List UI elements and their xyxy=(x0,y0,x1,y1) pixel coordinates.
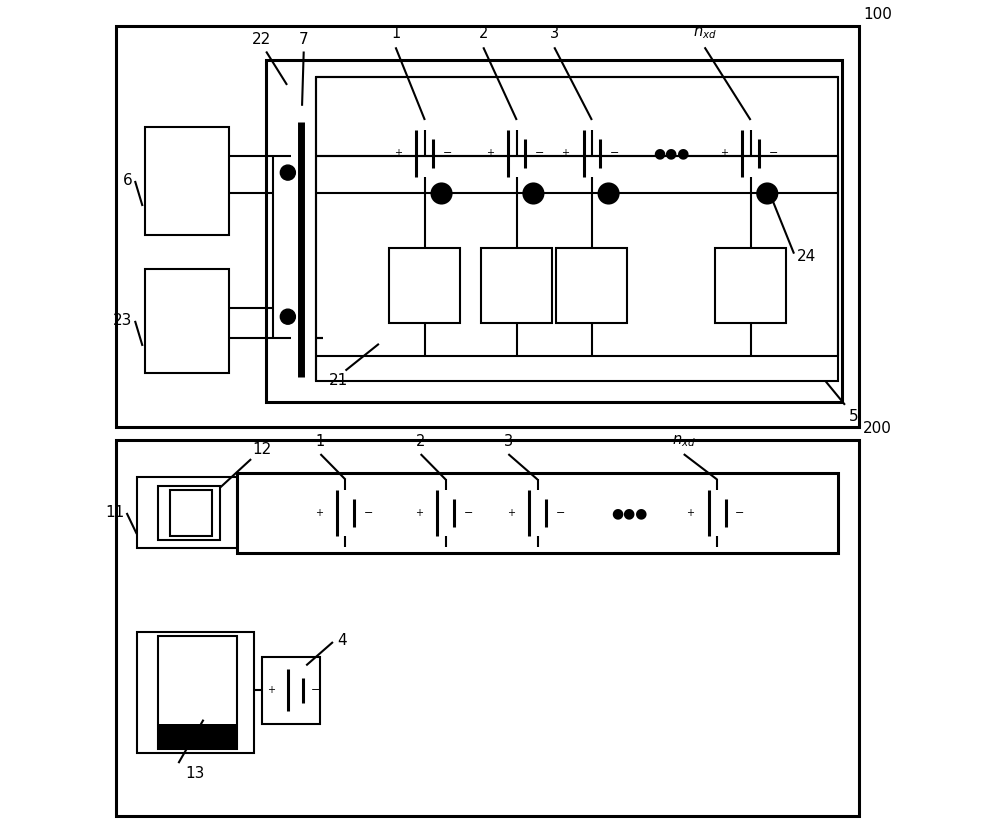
Bar xyxy=(266,59,842,402)
Text: 200: 200 xyxy=(863,421,892,436)
Text: +: + xyxy=(394,148,402,158)
Text: +: + xyxy=(315,508,323,518)
Text: 6: 6 xyxy=(123,173,133,189)
Text: 5: 5 xyxy=(849,409,859,424)
Text: 11: 11 xyxy=(105,505,124,520)
Text: −: − xyxy=(363,508,373,518)
Text: +: + xyxy=(507,508,515,518)
Text: 21: 21 xyxy=(329,373,348,388)
Bar xyxy=(556,248,627,323)
Text: ●●●: ●●● xyxy=(611,506,648,520)
Circle shape xyxy=(432,184,452,204)
Bar xyxy=(145,127,229,235)
Text: −: − xyxy=(535,148,544,158)
Text: −: − xyxy=(768,148,778,158)
Text: +: + xyxy=(686,508,694,518)
Text: 2: 2 xyxy=(416,434,425,449)
Bar xyxy=(158,636,237,749)
Text: +: + xyxy=(720,148,728,158)
Bar xyxy=(262,657,320,724)
Text: −: − xyxy=(610,148,619,158)
Text: −: − xyxy=(464,508,473,518)
Text: 100: 100 xyxy=(863,8,892,23)
Circle shape xyxy=(280,309,295,324)
Text: 2: 2 xyxy=(479,26,488,41)
Text: $n_{xd}$: $n_{xd}$ xyxy=(693,25,717,41)
Text: −: − xyxy=(311,685,320,696)
Circle shape xyxy=(599,184,619,204)
Bar xyxy=(116,27,859,427)
Bar xyxy=(158,486,220,541)
Text: 3: 3 xyxy=(504,434,513,449)
Text: 1: 1 xyxy=(316,434,325,449)
Text: +: + xyxy=(486,148,494,158)
Text: 4: 4 xyxy=(337,633,347,648)
Bar xyxy=(237,473,838,552)
Bar xyxy=(137,632,254,753)
Bar xyxy=(170,490,212,536)
Bar xyxy=(389,248,460,323)
Bar xyxy=(116,440,859,815)
Text: 13: 13 xyxy=(185,766,205,781)
Text: −: − xyxy=(735,508,744,518)
Text: 7: 7 xyxy=(299,33,309,47)
Bar xyxy=(158,724,237,749)
Text: −: − xyxy=(555,508,565,518)
Circle shape xyxy=(757,184,777,204)
Text: −: − xyxy=(443,148,452,158)
Bar xyxy=(481,248,552,323)
Text: $n_{xd}$: $n_{xd}$ xyxy=(672,433,696,449)
Bar xyxy=(137,478,237,548)
Text: 22: 22 xyxy=(252,33,272,47)
Circle shape xyxy=(280,165,295,180)
Text: 24: 24 xyxy=(797,249,816,264)
Text: ●●●: ●●● xyxy=(653,147,689,160)
Text: 12: 12 xyxy=(252,442,272,457)
Bar xyxy=(145,269,229,373)
Text: 3: 3 xyxy=(550,26,559,41)
Bar xyxy=(715,248,786,323)
Text: +: + xyxy=(561,148,569,158)
Text: 23: 23 xyxy=(113,313,133,328)
Text: +: + xyxy=(415,508,423,518)
Text: +: + xyxy=(267,685,275,696)
Bar xyxy=(316,76,838,381)
Text: 1: 1 xyxy=(391,26,400,41)
Circle shape xyxy=(523,184,543,204)
